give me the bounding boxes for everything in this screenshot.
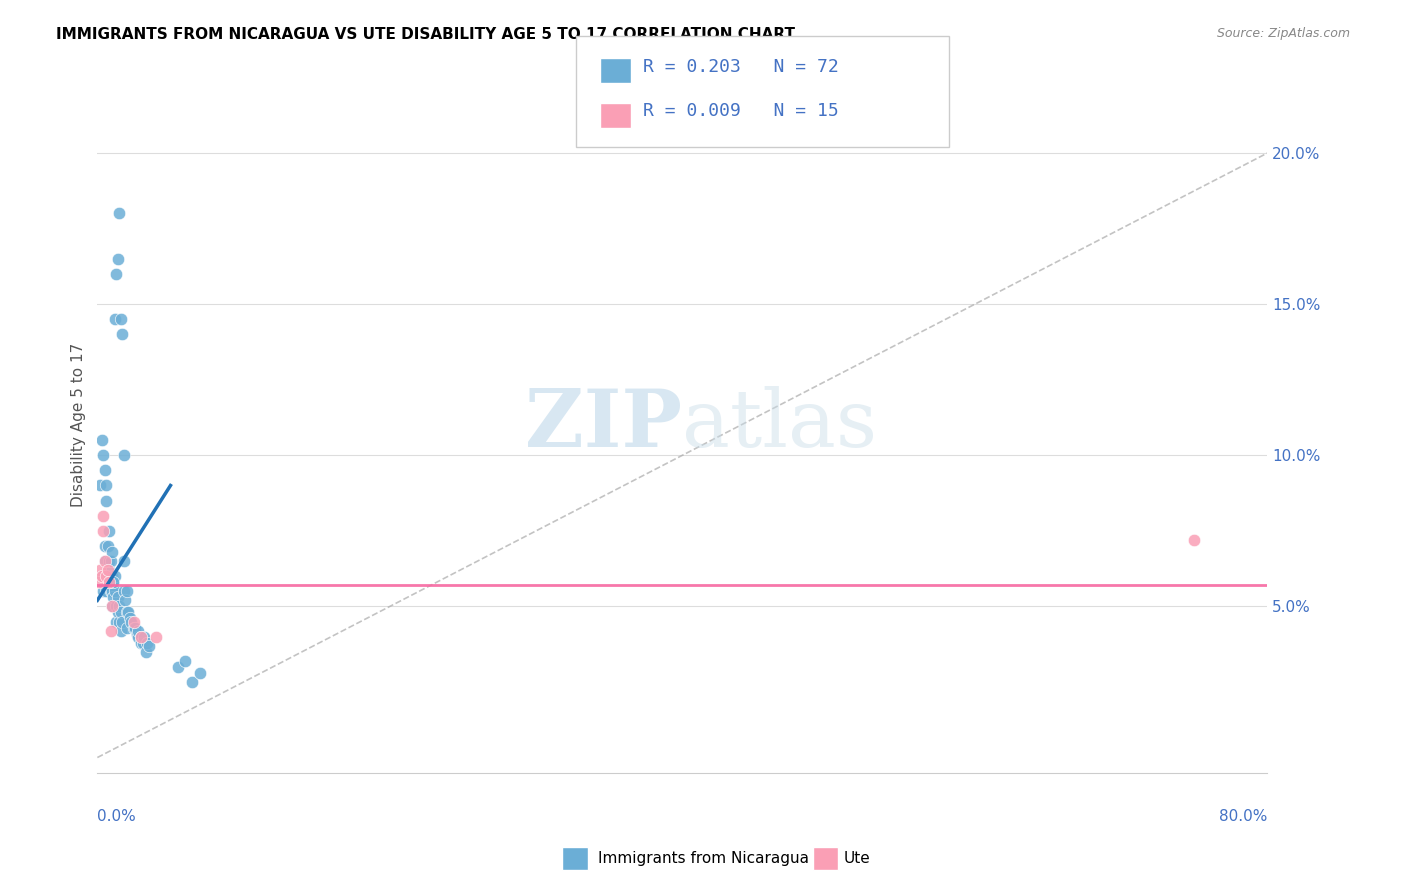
Text: R = 0.203   N = 72: R = 0.203 N = 72 (643, 58, 838, 76)
Point (93, 554, 115, 568)
Point (114, 593, 136, 607)
Text: R = 0.009   N = 15: R = 0.009 N = 15 (643, 103, 838, 120)
Point (1182, 533, 1205, 547)
Point (105, 615, 128, 629)
Point (97, 569, 120, 583)
Point (108, 615, 131, 629)
Point (129, 630, 152, 644)
Point (90, 569, 112, 583)
Point (188, 665, 211, 680)
Point (104, 584, 127, 599)
Point (107, 606, 129, 620)
Point (98, 524, 121, 538)
Point (94, 569, 117, 583)
Text: 0.0%: 0.0% (97, 809, 136, 824)
Point (138, 639, 160, 653)
Point (107, 252, 129, 266)
Point (122, 615, 145, 629)
Point (100, 554, 122, 568)
Point (97, 539, 120, 553)
Point (131, 635, 153, 649)
Point (110, 606, 132, 620)
Point (100, 584, 122, 599)
Point (135, 645, 157, 659)
Point (117, 606, 139, 620)
Text: IMMIGRANTS FROM NICARAGUA VS UTE DISABILITY AGE 5 TO 17 CORRELATION CHART: IMMIGRANTS FROM NICARAGUA VS UTE DISABIL… (56, 27, 796, 42)
Point (108, 599, 131, 614)
Point (97, 563, 120, 577)
Point (103, 591, 125, 605)
Point (112, 448, 135, 462)
Point (174, 654, 197, 668)
Point (134, 630, 156, 644)
Point (107, 591, 129, 605)
Point (124, 621, 146, 635)
Point (89, 478, 111, 492)
Point (104, 569, 127, 583)
Text: Immigrants from Nicaragua: Immigrants from Nicaragua (598, 851, 808, 865)
Y-axis label: Disability Age 5 to 17: Disability Age 5 to 17 (72, 343, 86, 508)
Point (115, 621, 138, 635)
Point (94, 569, 117, 583)
Point (94, 584, 117, 599)
Point (94, 478, 117, 492)
Point (104, 312, 127, 326)
Point (91, 584, 114, 599)
Point (110, 624, 132, 638)
Point (97, 575, 120, 590)
Point (129, 630, 152, 644)
Point (112, 554, 135, 568)
Point (115, 584, 138, 599)
Point (91, 524, 114, 538)
Point (111, 615, 134, 629)
Point (118, 611, 141, 625)
Point (122, 621, 145, 635)
Point (100, 575, 122, 590)
Point (101, 599, 124, 614)
Point (103, 575, 125, 590)
Point (112, 584, 135, 599)
Point (181, 675, 204, 690)
Point (94, 493, 117, 508)
Point (101, 545, 124, 559)
Point (108, 206, 131, 220)
Point (101, 584, 124, 599)
Point (98, 575, 121, 590)
Point (110, 312, 132, 326)
Point (127, 624, 149, 638)
Point (111, 327, 134, 342)
Point (93, 463, 115, 477)
Point (127, 630, 149, 644)
Text: atlas: atlas (682, 386, 877, 464)
Point (93, 539, 115, 553)
Point (101, 569, 124, 583)
Point (91, 508, 114, 523)
Text: ZIP: ZIP (526, 386, 682, 464)
Point (115, 606, 138, 620)
Point (129, 635, 152, 649)
Point (98, 554, 121, 568)
Point (105, 267, 128, 281)
Point (166, 660, 188, 674)
Text: 80.0%: 80.0% (1219, 809, 1267, 824)
Point (89, 563, 111, 577)
Point (90, 433, 112, 447)
Point (98, 563, 121, 577)
Point (91, 448, 114, 462)
Point (87, 575, 110, 590)
Point (103, 575, 125, 590)
Point (100, 624, 122, 638)
Point (90, 569, 112, 583)
Point (120, 615, 142, 629)
Point (136, 635, 159, 649)
Point (101, 599, 124, 614)
Text: Source: ZipAtlas.com: Source: ZipAtlas.com (1216, 27, 1350, 40)
Point (145, 630, 167, 644)
Text: Ute: Ute (844, 851, 870, 865)
Point (105, 599, 128, 614)
Point (93, 554, 115, 568)
Point (125, 626, 148, 640)
Point (98, 575, 121, 590)
